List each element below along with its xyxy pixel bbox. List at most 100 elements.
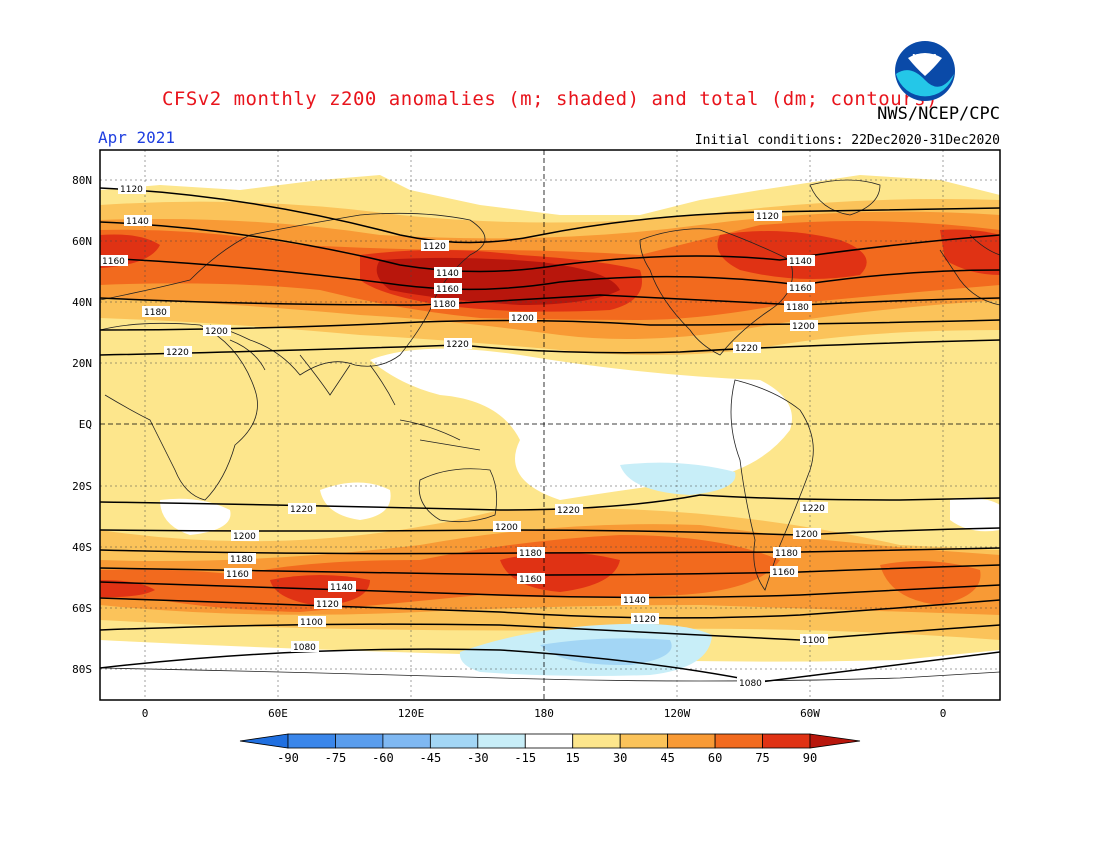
contour-label: 1200 — [790, 320, 818, 332]
contour-label: 1180 — [517, 547, 545, 559]
lat-label: 40S — [72, 541, 92, 554]
contour-1180-sh — [100, 547, 1000, 555]
svg-text:1200: 1200 — [233, 532, 256, 542]
contour-1220-nh — [100, 339, 1000, 356]
colorbar-label: -90 — [277, 751, 299, 765]
lat-label: 60S — [72, 602, 92, 615]
contour-1140-sh — [100, 581, 1000, 599]
forecast-month: Apr 2021 — [98, 128, 176, 147]
colorbar-label: -75 — [325, 751, 347, 765]
contour-label: 1160 — [517, 573, 545, 585]
lat-label: 80S — [72, 663, 92, 676]
contour-label: 1140 — [787, 255, 815, 267]
svg-text:1120: 1120 — [316, 600, 339, 610]
svg-text:1200: 1200 — [205, 327, 228, 337]
lon-label: 120W — [664, 707, 691, 720]
svg-text:1080: 1080 — [739, 679, 762, 689]
contour-label: 1140 — [434, 267, 462, 279]
lon-label: 60E — [268, 707, 288, 720]
contour-label: 1160 — [100, 255, 128, 267]
contour-label: 1120 — [754, 210, 782, 222]
svg-text:1220: 1220 — [557, 506, 580, 516]
svg-text:1180: 1180 — [433, 300, 456, 310]
contour-label: 1100 — [298, 616, 326, 628]
contour-label: 1200 — [793, 528, 821, 540]
colorbar-label: 30 — [613, 751, 627, 765]
lon-label: 0 — [940, 707, 947, 720]
contour-label: 1140 — [621, 594, 649, 606]
lon-label: 0 — [142, 707, 149, 720]
contour-1160-sh — [100, 564, 1000, 576]
svg-text:1140: 1140 — [436, 269, 459, 279]
svg-text:1120: 1120 — [423, 242, 446, 252]
svg-text:1200: 1200 — [511, 314, 534, 324]
noaa-logo-text: NOAA — [912, 53, 938, 62]
lat-label: 40N — [72, 296, 92, 309]
contour-label: 1180 — [228, 553, 256, 565]
contour-label: 1200 — [509, 312, 537, 324]
contour-label: 1200 — [231, 530, 259, 542]
lon-label: 60W — [800, 707, 820, 720]
contour-label: 1140 — [124, 215, 152, 227]
contour-label: 1220 — [555, 504, 583, 516]
svg-text:1180: 1180 — [230, 555, 253, 565]
svg-text:1220: 1220 — [802, 504, 825, 514]
svg-text:1100: 1100 — [802, 636, 825, 646]
contour-1180-nh — [100, 294, 1000, 306]
contour-label: 1160 — [770, 566, 798, 578]
lat-label: 20N — [72, 357, 92, 370]
lat-label: 80N — [72, 174, 92, 187]
svg-text:1140: 1140 — [126, 217, 149, 227]
contour-1200-nh — [100, 319, 1000, 331]
plot-frame — [99, 149, 1001, 701]
svg-text:1180: 1180 — [786, 303, 809, 313]
contour-label: 1120 — [631, 613, 659, 625]
colorbar-swatch — [667, 733, 716, 749]
colorbar-swatch — [429, 733, 479, 749]
colorbar-label: -60 — [372, 751, 394, 765]
svg-text:1120: 1120 — [633, 615, 656, 625]
contour-1100-sh — [100, 623, 1000, 641]
svg-text:1220: 1220 — [290, 505, 313, 515]
colorbar: -90 -75 -60 -45 -30 -15 15 30 45 60 75 90 — [239, 733, 861, 765]
svg-text:1200: 1200 — [495, 523, 518, 533]
contour-label: 1220 — [164, 346, 192, 358]
colorbar-swatch — [335, 733, 384, 749]
colorbar-label: -15 — [514, 751, 536, 765]
svg-text:1140: 1140 — [330, 583, 353, 593]
colorbar-swatch — [287, 733, 336, 749]
negative-anomaly-shading — [459, 462, 736, 676]
svg-text:1180: 1180 — [775, 549, 798, 559]
contour-label: 1180 — [431, 298, 459, 310]
contour-1120-sh — [100, 597, 1000, 619]
colorbar-label: 45 — [660, 751, 674, 765]
contour-label: 1220 — [288, 503, 316, 515]
contour-label: 1220 — [733, 342, 761, 354]
colorbar-swatch — [762, 733, 811, 749]
equator-dateline — [100, 150, 1000, 700]
colorbar-arrow-high — [809, 733, 861, 749]
contour-label: 1220 — [800, 502, 828, 514]
svg-text:1200: 1200 — [792, 322, 815, 332]
contour-label: 1180 — [773, 547, 801, 559]
colorbar-label: -30 — [467, 751, 489, 765]
lat-label: 20S — [72, 480, 92, 493]
svg-text:1220: 1220 — [446, 340, 469, 350]
contour-label: 1120 — [118, 183, 146, 195]
svg-text:1100: 1100 — [300, 618, 323, 628]
contour-label: 1080 — [737, 677, 765, 689]
contour-label: 1160 — [787, 282, 815, 294]
contour-label: 1140 — [328, 581, 356, 593]
svg-text:1220: 1220 — [735, 344, 758, 354]
svg-text:1160: 1160 — [436, 285, 459, 295]
contour-label: 1120 — [314, 598, 342, 610]
colorbar-swatch — [477, 733, 526, 749]
colorbar-swatch — [572, 733, 621, 749]
initial-conditions: Initial conditions: 22Dec2020-31Dec2020 — [694, 133, 1000, 148]
svg-text:1140: 1140 — [623, 596, 646, 606]
contour-1160-nh — [100, 257, 1000, 291]
contour-label: 1100 — [800, 634, 828, 646]
colorbar-swatch — [524, 733, 574, 749]
contour-label: 1080 — [291, 641, 319, 653]
svg-text:1160: 1160 — [772, 568, 795, 578]
